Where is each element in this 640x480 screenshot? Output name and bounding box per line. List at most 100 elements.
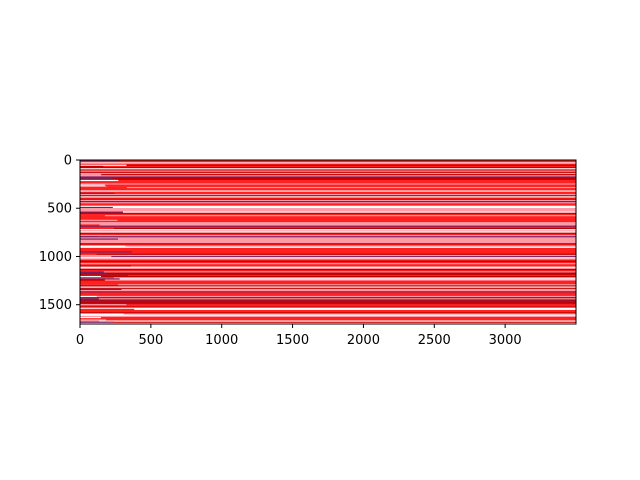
- heatmap-band-segment: [80, 236, 99, 238]
- heatmap-band: [80, 186, 576, 189]
- heatmap-band: [80, 237, 576, 239]
- heatmap-band: [80, 246, 576, 249]
- heatmap-band: [80, 247, 576, 250]
- heatmap-band: [80, 163, 576, 166]
- heatmap-band-segment: [80, 227, 114, 230]
- heatmap-band: [80, 321, 576, 324]
- heatmap-band: [80, 272, 576, 275]
- heatmap-band: [80, 301, 576, 304]
- x-tick-label: 0: [76, 333, 84, 348]
- heatmap-band: [80, 314, 576, 317]
- x-tick-label: 2000: [347, 333, 380, 348]
- heatmap-band-segment: [80, 174, 102, 176]
- heatmap-band: [80, 211, 576, 214]
- heatmap-band: [80, 222, 576, 224]
- heatmap-band-segment: [80, 165, 104, 168]
- heatmap-band: [80, 184, 576, 187]
- heatmap-band: [80, 161, 576, 163]
- heatmap-band-segment: [80, 160, 120, 162]
- heatmap-band-segment: [80, 274, 128, 277]
- heatmap-band: [80, 201, 576, 203]
- heatmap-band: [80, 294, 576, 297]
- heatmap-band-segment: [80, 321, 115, 324]
- heatmap-band: [80, 239, 576, 242]
- heatmap-band: [80, 236, 576, 238]
- heatmap-band: [80, 271, 576, 273]
- heatmap-band-segment: [80, 178, 117, 181]
- heatmap-band: [80, 290, 576, 292]
- x-tick-label: 3000: [489, 333, 522, 348]
- heatmap-band: [80, 305, 576, 307]
- heatmap-band: [80, 190, 576, 193]
- heatmap-band-segment: [80, 211, 123, 214]
- heatmap-band: [80, 249, 576, 251]
- heatmap-band: [80, 176, 576, 178]
- heatmap-band-segment: [80, 271, 104, 273]
- heatmap-band: [80, 178, 576, 181]
- heatmap-band: [80, 217, 576, 219]
- heatmap-band: [80, 245, 576, 248]
- heatmap-band: [80, 174, 576, 176]
- heatmap-band-segment: [80, 309, 132, 312]
- heatmap-band: [80, 209, 576, 211]
- heatmap-band: [80, 297, 576, 299]
- heatmap-band: [80, 208, 576, 210]
- heatmap-band: [80, 243, 576, 245]
- heatmap-band: [80, 225, 576, 228]
- heatmap-band: [80, 299, 576, 301]
- heatmap-band: [80, 242, 576, 244]
- heatmap-band: [80, 275, 576, 278]
- heatmap-band: [80, 215, 576, 217]
- x-tick-label: 2500: [418, 333, 451, 348]
- heatmap-band-segment: [80, 185, 107, 188]
- heatmap-band-segment: [80, 281, 127, 284]
- heatmap-band: [80, 254, 576, 257]
- heatmap-band: [80, 205, 576, 208]
- heatmap-band-segment: [80, 192, 115, 195]
- heatmap-band: [80, 300, 576, 303]
- heatmap-band: [80, 223, 576, 225]
- heatmap-band: [80, 220, 576, 223]
- heatmap-band: [80, 273, 576, 276]
- heatmap-band: [80, 286, 576, 289]
- heatmap-band: [80, 279, 576, 282]
- heatmap-band: [80, 268, 576, 271]
- heatmap-band: [80, 179, 576, 182]
- heatmap-band: [80, 291, 576, 293]
- heatmap-band: [80, 308, 576, 311]
- heatmap-band: [80, 281, 576, 284]
- heatmap-band: [80, 216, 576, 218]
- heatmap-band: [80, 193, 576, 196]
- heatmap-band: [80, 315, 576, 318]
- heatmap-band-segment: [80, 278, 120, 280]
- heatmap-band-segment: [80, 219, 118, 222]
- heatmap-band: [80, 231, 576, 234]
- heatmap-band: [80, 280, 576, 283]
- x-tick-label: 500: [138, 333, 163, 348]
- heatmap-band: [80, 204, 576, 207]
- heatmap-band: [80, 167, 576, 169]
- heatmap-band: [80, 169, 576, 171]
- heatmap-band-segment: [80, 308, 135, 311]
- axes-frame: [79, 159, 577, 325]
- heatmap-band: [80, 203, 576, 205]
- heatmap-band-segment: [80, 284, 119, 286]
- heatmap-band: [80, 320, 576, 323]
- heatmap-band-segment: [80, 177, 113, 180]
- heatmap-band: [80, 227, 576, 230]
- heatmap-band-segment: [80, 215, 105, 217]
- heatmap-band-segment: [80, 231, 100, 234]
- heatmap-band-segment: [80, 250, 113, 252]
- heatmap-band: [80, 182, 576, 184]
- heatmap-band-segment: [80, 288, 122, 291]
- heatmap-band-segment: [80, 272, 108, 275]
- heatmap-band-segment: [80, 230, 120, 232]
- heatmap-band: [80, 267, 576, 270]
- heatmap-band: [80, 218, 576, 221]
- heatmap-band: [80, 258, 576, 260]
- heatmap-band: [80, 244, 576, 246]
- heatmap-band: [80, 256, 576, 258]
- heatmap-band: [80, 240, 576, 243]
- heatmap-band: [80, 278, 576, 280]
